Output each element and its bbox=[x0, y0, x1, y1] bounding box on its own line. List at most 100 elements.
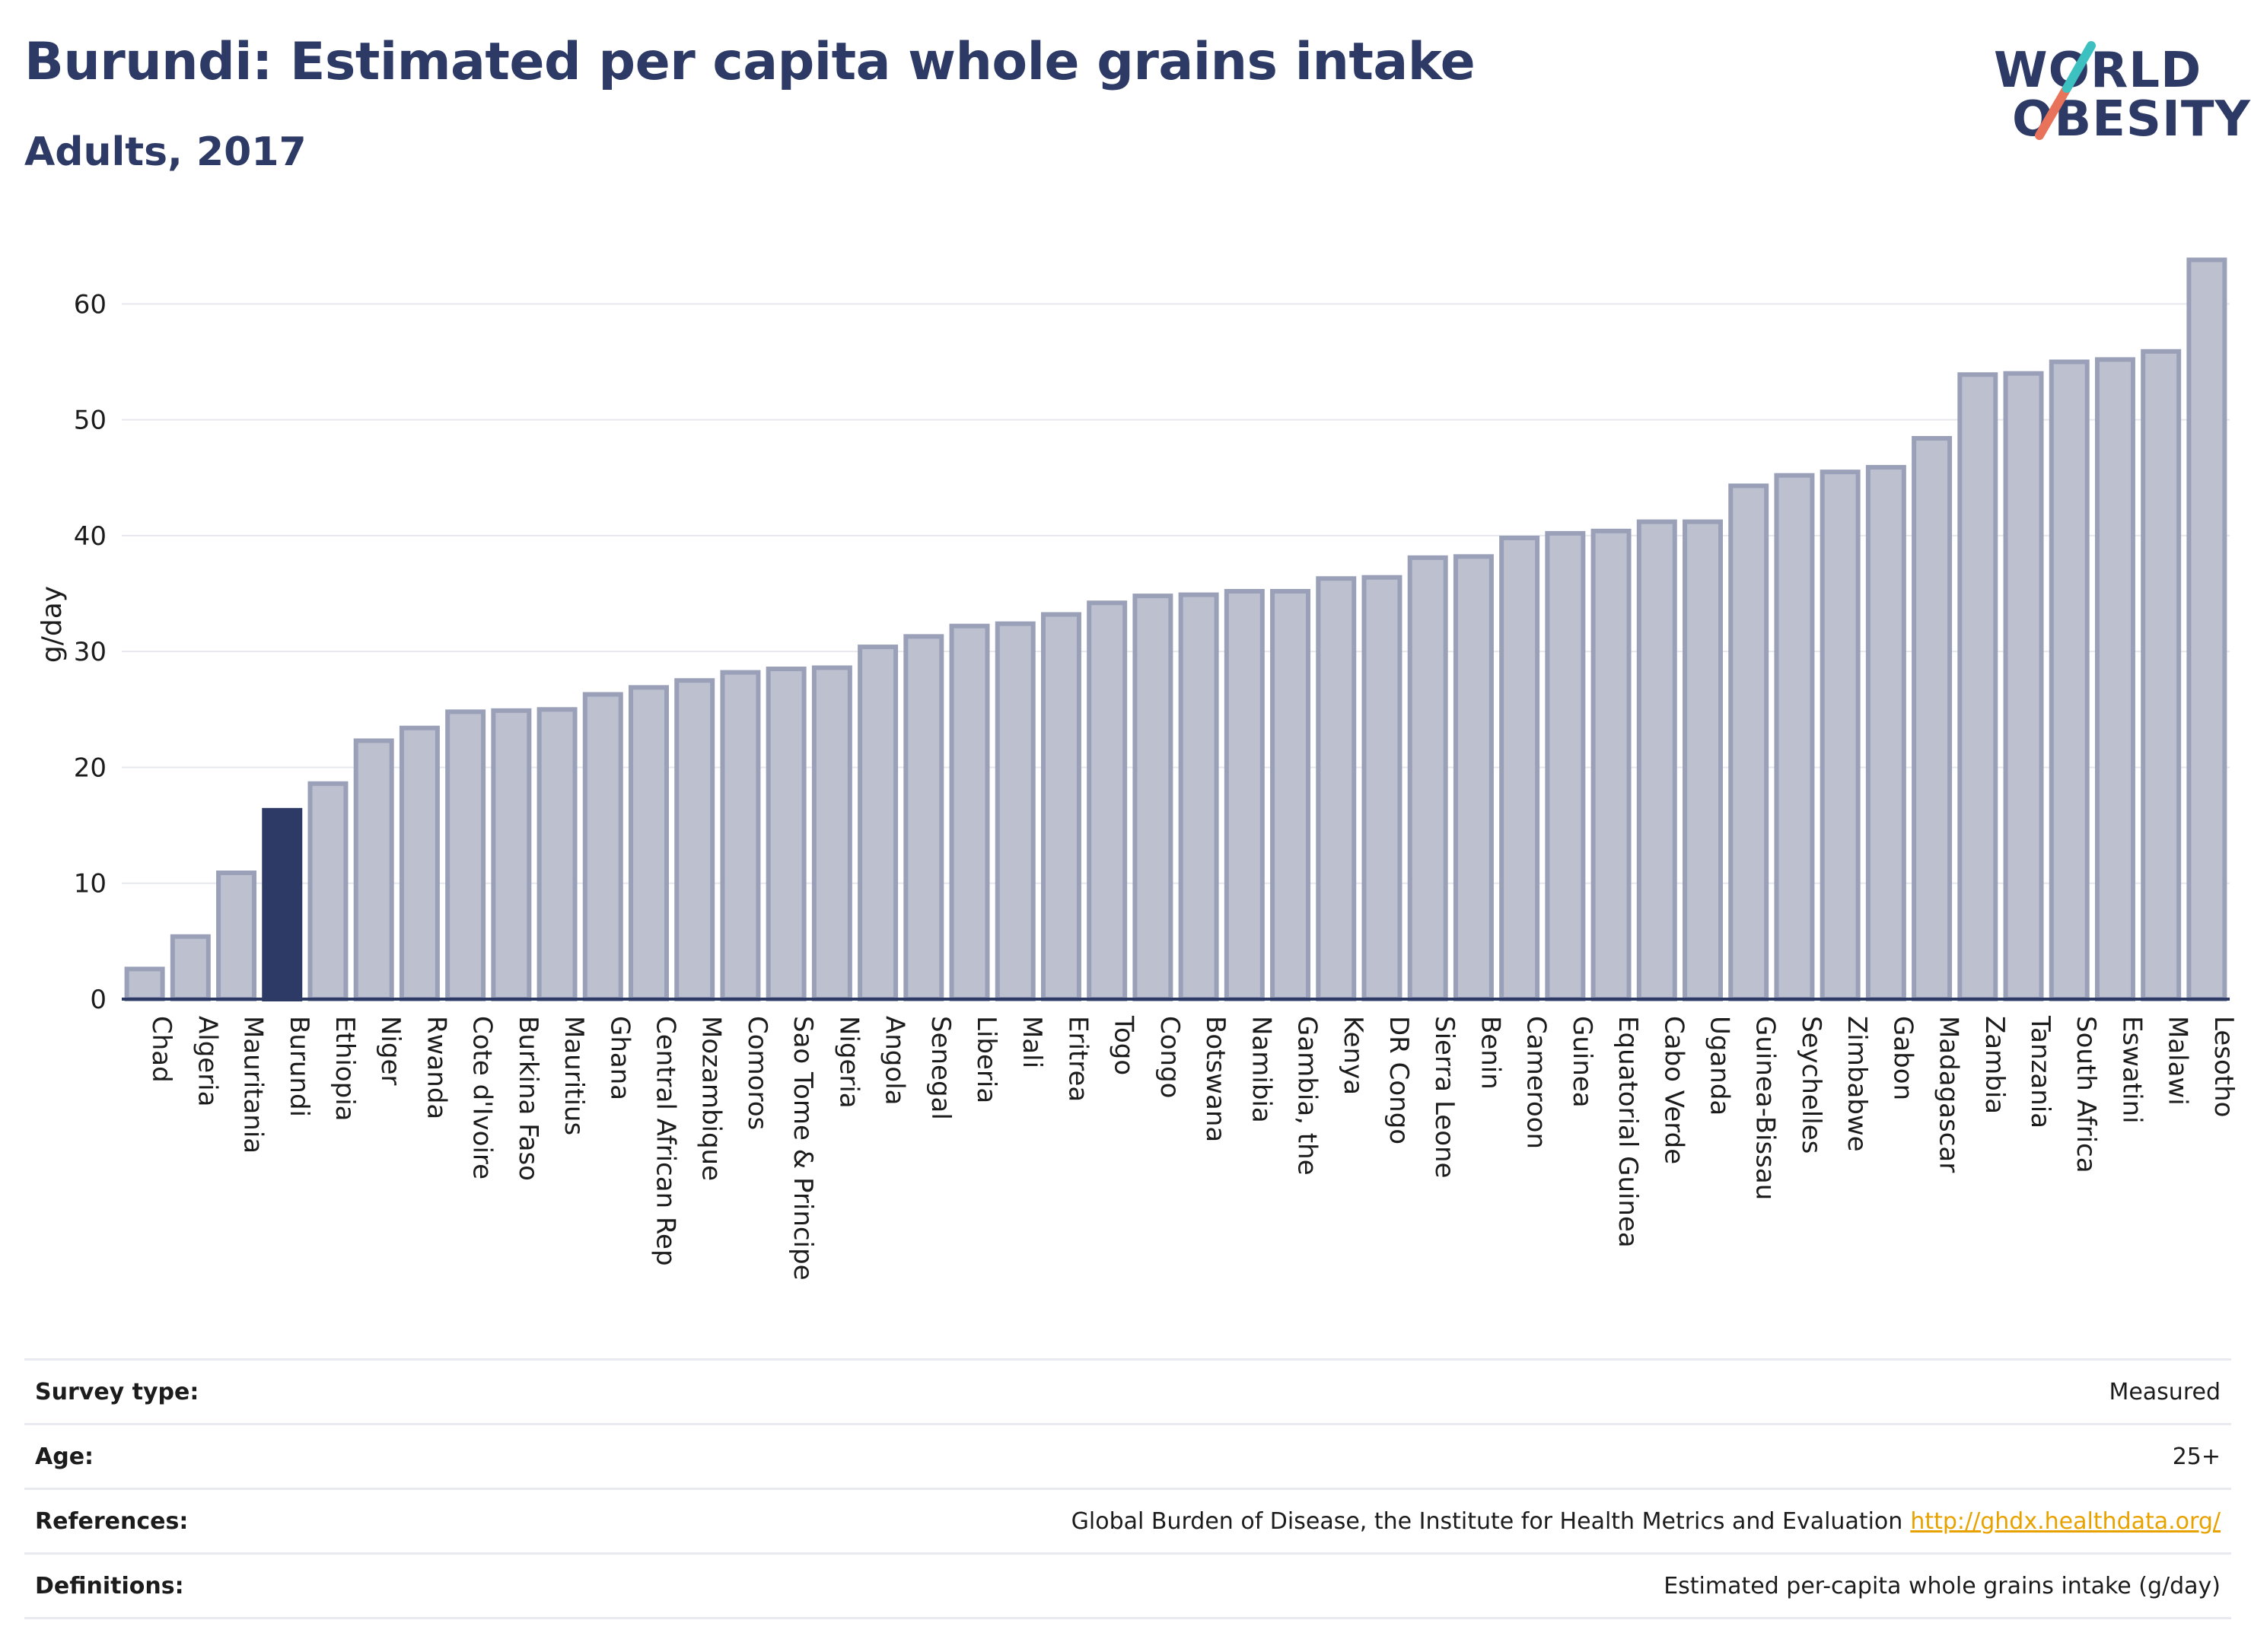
meta-label: Definitions: bbox=[35, 1572, 184, 1599]
x-tick-label: Equatorial Guinea bbox=[1613, 1016, 1643, 1248]
meta-row: Definitions: Estimated per-capita whole g… bbox=[24, 1552, 2231, 1619]
x-tick-label: South Africa bbox=[2071, 1016, 2101, 1173]
meta-row: Survey type: Measured bbox=[24, 1358, 2231, 1423]
x-tick-label: Nigeria bbox=[833, 1016, 864, 1109]
x-tick-label: Seychelles bbox=[1796, 1016, 1826, 1154]
x-tick-label: Uganda bbox=[1705, 1016, 1735, 1116]
x-tick-label: Liberia bbox=[971, 1016, 1001, 1103]
y-tick-label: 0 bbox=[90, 985, 107, 1015]
x-tick-label: Cabo Verde bbox=[1658, 1016, 1689, 1164]
bar-malawi bbox=[2141, 349, 2182, 1001]
bar-central-african-rep bbox=[629, 685, 669, 1001]
y-axis-label: g/day bbox=[37, 586, 68, 663]
x-tick-label: Botswana bbox=[1200, 1016, 1231, 1142]
bar-mauritius bbox=[536, 707, 578, 1001]
x-tick-label: Malawi bbox=[2163, 1016, 2193, 1106]
x-tick-label: Angola bbox=[880, 1016, 910, 1105]
x-tick-label: Niger bbox=[375, 1016, 406, 1085]
world-obesity-logo: WORLD OBESITY bbox=[1979, 23, 2250, 175]
x-tick-label: Cameroon bbox=[1521, 1016, 1552, 1149]
x-tick-label: Gabon bbox=[1887, 1016, 1918, 1100]
x-tick-label: Gambia, the bbox=[1292, 1016, 1323, 1176]
meta-label: Survey type: bbox=[35, 1378, 199, 1405]
y-tick-label: 40 bbox=[74, 521, 107, 552]
bar-niger bbox=[353, 738, 394, 1001]
bar-cote-d-ivoire bbox=[445, 709, 486, 1001]
bar-nigeria bbox=[811, 665, 852, 1001]
x-tick-label: Mozambique bbox=[696, 1016, 727, 1181]
meta-value: 25+ bbox=[2172, 1443, 2221, 1470]
meta-label: Age: bbox=[35, 1443, 94, 1470]
y-tick-label: 10 bbox=[74, 869, 107, 899]
bar-mauritania bbox=[216, 871, 257, 1001]
bar-sierra-leone bbox=[1407, 555, 1448, 1002]
y-tick-label: 50 bbox=[74, 406, 107, 436]
bar-dr-congo bbox=[1361, 575, 1402, 1001]
bar-comoros bbox=[720, 670, 761, 1001]
bar-togo bbox=[1087, 600, 1128, 1001]
bar-gambia-the bbox=[1270, 589, 1311, 1001]
bar-angola bbox=[858, 645, 899, 1001]
x-tick-label: Guinea-Bissau bbox=[1750, 1016, 1781, 1200]
logo-word-world: WORLD bbox=[1994, 43, 2202, 99]
x-tick-label: Eswatini bbox=[2116, 1016, 2147, 1124]
bar-ethiopia bbox=[307, 781, 349, 1001]
metadata-table: Survey type: Measured Age: 25+ References: Gl… bbox=[24, 1358, 2231, 1619]
y-tick-label: 30 bbox=[74, 637, 107, 667]
x-tick-label: Burkina Faso bbox=[513, 1016, 543, 1181]
meta-value: Estimated per-capita whole grains intake… bbox=[1664, 1572, 2221, 1599]
x-tick-label: Eritrea bbox=[1062, 1016, 1093, 1102]
y-tick-label: 20 bbox=[74, 753, 107, 783]
bar-botswana bbox=[1178, 592, 1219, 1001]
x-tick-label: Zambia bbox=[1979, 1016, 2010, 1114]
x-tick-label: Benin bbox=[1475, 1016, 1505, 1090]
x-tick-label: Ethiopia bbox=[330, 1016, 360, 1121]
bar-equatorial-guinea bbox=[1590, 528, 1632, 1001]
bar-sao-tome-principe bbox=[766, 667, 807, 1001]
bar-ghana bbox=[582, 692, 623, 1001]
x-tick-label: Ghana bbox=[604, 1016, 635, 1100]
bar-lesotho bbox=[2186, 257, 2227, 1001]
bar-burundi bbox=[262, 807, 303, 1002]
bar-eritrea bbox=[1040, 612, 1081, 1001]
bar-cameroon bbox=[1499, 535, 1540, 1002]
x-tick-label: Kenya bbox=[1338, 1016, 1368, 1095]
logo-slash-icon bbox=[2035, 41, 2096, 140]
x-tick-label: Madagascar bbox=[1934, 1016, 1964, 1173]
bar-mozambique bbox=[674, 678, 715, 1001]
meta-value: Global Burden of Disease, the Institute … bbox=[1071, 1507, 2221, 1535]
x-tick-label: Rwanda bbox=[421, 1016, 451, 1119]
bar-kenya bbox=[1316, 576, 1357, 1001]
x-tick-label: Senegal bbox=[925, 1016, 956, 1120]
x-tick-label: Namibia bbox=[1246, 1016, 1276, 1123]
x-tick-label: Sierra Leone bbox=[1429, 1016, 1460, 1178]
x-tick-label: Algeria bbox=[192, 1016, 222, 1106]
x-tick-label: Tanzania bbox=[2025, 1015, 2055, 1128]
bar-senegal bbox=[903, 634, 944, 1001]
meta-row: Age: 25+ bbox=[24, 1423, 2231, 1488]
bar-congo bbox=[1132, 594, 1173, 1001]
x-tick-label: Cote d'Ivoire bbox=[467, 1016, 498, 1179]
x-tick-label: Congo bbox=[1154, 1016, 1185, 1098]
bar-burkina-faso bbox=[491, 708, 532, 1001]
x-tick-label: Sao Tome & Principe bbox=[788, 1016, 818, 1281]
x-tick-label: Zimbabwe bbox=[1842, 1016, 1872, 1152]
bar-zimbabwe bbox=[1820, 469, 1861, 1001]
x-tick-label: Comoros bbox=[742, 1016, 772, 1130]
x-tick-label: Guinea bbox=[1567, 1016, 1597, 1108]
bar-liberia bbox=[949, 623, 990, 1001]
x-tick-label: Togo bbox=[1109, 1015, 1139, 1075]
meta-value: Measured bbox=[2109, 1378, 2221, 1405]
x-tick-label: DR Congo bbox=[1383, 1016, 1414, 1144]
bar-madagascar bbox=[1912, 436, 1953, 1001]
x-tick-label: Mauritania bbox=[238, 1016, 269, 1154]
y-tick-label: 60 bbox=[74, 289, 107, 320]
bar-eswatini bbox=[2094, 357, 2135, 1002]
x-tick-label: Mauritius bbox=[559, 1016, 589, 1135]
reference-link[interactable]: http://ghdx.healthdata.org/ bbox=[1910, 1507, 2221, 1535]
bar-guinea bbox=[1545, 530, 1586, 1001]
bar-uganda bbox=[1683, 519, 1723, 1001]
bar-rwanda bbox=[399, 725, 440, 1001]
meta-label: References: bbox=[35, 1507, 189, 1535]
bar-gabon bbox=[1865, 465, 1906, 1001]
